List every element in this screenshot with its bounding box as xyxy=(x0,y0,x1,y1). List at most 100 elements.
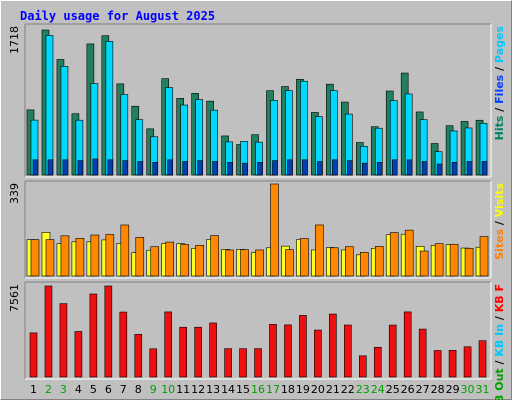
x-tick-label: 30 xyxy=(461,383,475,396)
bar-pages xyxy=(122,160,129,176)
legend-entry: Visits xyxy=(493,183,506,218)
panel-max-label: 7561 xyxy=(8,284,21,312)
bar-kb xyxy=(239,348,247,378)
bar-sites xyxy=(404,229,414,277)
chart-title: Daily usage for August 2025 xyxy=(20,9,215,23)
bar-pages xyxy=(332,159,338,176)
bar-kb xyxy=(89,293,98,378)
bar-kb xyxy=(284,324,292,378)
panel-legend: Sites / Visits xyxy=(493,183,506,260)
bar-pages xyxy=(227,162,233,176)
bar-sites xyxy=(359,252,369,277)
x-tick-label: 28 xyxy=(431,383,445,396)
legend-entry: KB F xyxy=(493,284,506,312)
bar-pages xyxy=(47,159,54,176)
x-tick-label: 7 xyxy=(120,383,127,396)
x-tick-label: 27 xyxy=(416,383,430,396)
legend-entry: Pages xyxy=(493,26,506,64)
bar-sites xyxy=(30,239,40,277)
legend-entry: Hits xyxy=(493,115,506,140)
bar-kb xyxy=(403,311,412,378)
bar-kb xyxy=(164,311,173,378)
bar-sites xyxy=(240,249,249,277)
legend-separator: / xyxy=(493,357,506,369)
bar-sites xyxy=(270,183,279,277)
panel-hits-files-pages: 1718 Hits / Files / Pages xyxy=(8,23,506,178)
bar-kb xyxy=(314,329,322,378)
bar-pages xyxy=(62,159,69,176)
bar-pages xyxy=(481,161,488,176)
bar-sites xyxy=(60,235,70,277)
x-tick-label: 17 xyxy=(266,383,280,396)
legend-entry: Files xyxy=(493,74,506,104)
bar-sites xyxy=(75,237,85,277)
panel-max-label: 339 xyxy=(8,183,21,204)
bar-pages xyxy=(242,162,248,176)
x-tick-label: 18 xyxy=(281,383,295,396)
bar-sites xyxy=(449,243,459,277)
bar-kb xyxy=(269,323,277,378)
bar-sites xyxy=(45,239,55,277)
bar-sites xyxy=(285,249,294,277)
x-tick-label: 12 xyxy=(191,383,205,396)
bar-kb xyxy=(254,348,262,378)
x-tick-label: 5 xyxy=(90,383,97,396)
bar-sites xyxy=(315,224,324,277)
bar-sites xyxy=(120,224,130,277)
x-tick-label: 21 xyxy=(326,383,340,396)
legend-entry: Sites xyxy=(493,228,506,259)
panel-max-label: 1718 xyxy=(8,26,21,54)
bar-kb xyxy=(149,348,158,378)
panel-visits-sites: 339 Sites / Visits xyxy=(8,180,506,279)
bar-pages xyxy=(287,159,293,176)
x-tick-label: 31 xyxy=(476,383,490,396)
x-tick-label: 2 xyxy=(45,383,52,396)
panel-legend: Hits / Files / Pages xyxy=(493,26,506,141)
legend-entry: KB In xyxy=(493,324,506,357)
bar-pages xyxy=(421,161,428,176)
x-tick-label: 29 xyxy=(446,383,460,396)
legend-separator: / xyxy=(493,63,506,75)
x-tick-label: 14 xyxy=(221,383,235,396)
bar-kb xyxy=(179,326,187,378)
x-tick-label: 3 xyxy=(60,383,67,396)
bar-kb xyxy=(329,313,337,378)
bar-kb xyxy=(29,332,38,378)
bar-pages xyxy=(212,161,218,176)
bar-pages xyxy=(317,161,323,176)
panel-legend: KB Out / KB In / KB F xyxy=(493,284,506,400)
bar-kb xyxy=(478,340,487,378)
bar-pages xyxy=(451,162,458,176)
x-tick-label: 6 xyxy=(105,383,112,396)
x-tick-label: 15 xyxy=(236,383,250,396)
bar-sites xyxy=(105,234,115,277)
legend-separator: / xyxy=(493,217,506,229)
bar-sites xyxy=(330,247,339,277)
x-tick-label: 20 xyxy=(311,383,325,396)
bar-pages xyxy=(436,163,443,176)
bar-pages xyxy=(32,159,39,176)
bar-pages xyxy=(347,160,353,176)
bar-pages xyxy=(257,162,263,176)
bar-sites xyxy=(90,234,100,277)
bar-sites xyxy=(389,232,399,277)
bar-sites xyxy=(419,250,429,277)
bar-pages xyxy=(406,159,413,176)
bar-kb xyxy=(358,355,367,378)
bar-pages xyxy=(107,159,114,176)
x-tick-label: 25 xyxy=(386,383,400,396)
bar-pages xyxy=(167,159,174,176)
bar-files xyxy=(105,41,114,176)
bar-kb xyxy=(74,331,83,378)
bar-sites xyxy=(255,249,264,277)
bar-sites xyxy=(464,248,474,277)
x-tick-label: 9 xyxy=(150,383,157,396)
x-tick-label: 23 xyxy=(356,383,370,396)
bar-pages xyxy=(272,160,278,176)
bar-sites xyxy=(210,235,219,277)
bar-kb xyxy=(194,326,202,378)
bar-pages xyxy=(182,161,188,176)
legend-entry: KB Out xyxy=(493,368,506,400)
